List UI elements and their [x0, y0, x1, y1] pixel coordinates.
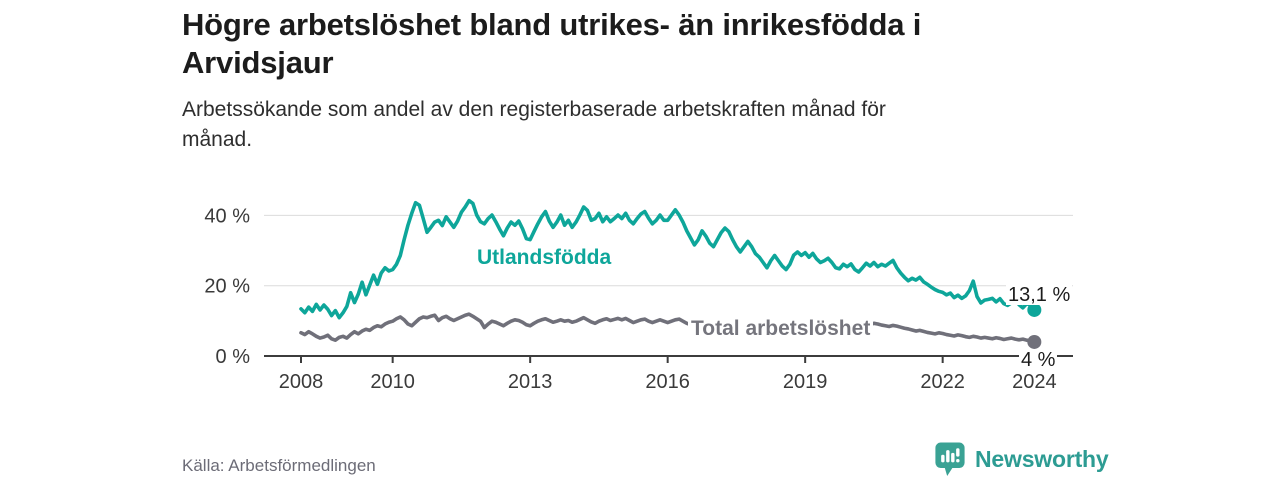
bar-chart-speech-bubble-icon — [935, 442, 965, 476]
end-value-label-total: 4 % — [1019, 349, 1058, 371]
series-label-utlandsfodda: Utlandsfödda — [477, 246, 612, 269]
x-tick-label: 2022 — [920, 371, 965, 393]
x-tick-label: 2010 — [370, 371, 415, 393]
brand-name: Newsworthy — [975, 446, 1109, 472]
subtitle-line-1: Arbetssökande som andel av den registerb… — [182, 98, 886, 121]
source-attribution: Källa: Arbetsförmedlingen — [182, 456, 376, 475]
x-tick-label: 2016 — [645, 371, 690, 393]
y-tick-label: 0 % — [216, 346, 251, 368]
x-tick-label: 2008 — [279, 371, 324, 393]
series-line-total-arbetsloshet — [299, 312, 1037, 344]
end-value-label-utlandsfodda: 13,1 % — [1006, 284, 1073, 306]
title-line-1: Högre arbetslöshet bland utrikes- än inr… — [182, 7, 922, 42]
end-dot-total-arbetsloshet — [1027, 334, 1042, 349]
subtitle-line-2: månad. — [182, 128, 253, 151]
chart-subtitle: Arbetssökande som andel av den registerb… — [182, 95, 1042, 155]
series-label-total-arbetsloshet: Total arbetslöshet — [688, 318, 874, 339]
y-tick-label: 40 % — [204, 205, 250, 227]
x-tick-label: 2019 — [783, 371, 828, 393]
newsworthy-logo[interactable]: Newsworthy — [934, 441, 1109, 478]
title-line-2: Arvidsjaur — [182, 45, 334, 80]
x-tick-label: 2013 — [508, 371, 553, 393]
y-tick-label: 20 % — [204, 276, 250, 298]
series-line-utlandsfodda — [299, 198, 1037, 320]
end-dot-utlandsfodda — [1027, 302, 1042, 317]
x-tick-label: 2024 — [1012, 371, 1057, 393]
page-title: Högre arbetslöshet bland utrikes- än inr… — [182, 6, 1082, 82]
